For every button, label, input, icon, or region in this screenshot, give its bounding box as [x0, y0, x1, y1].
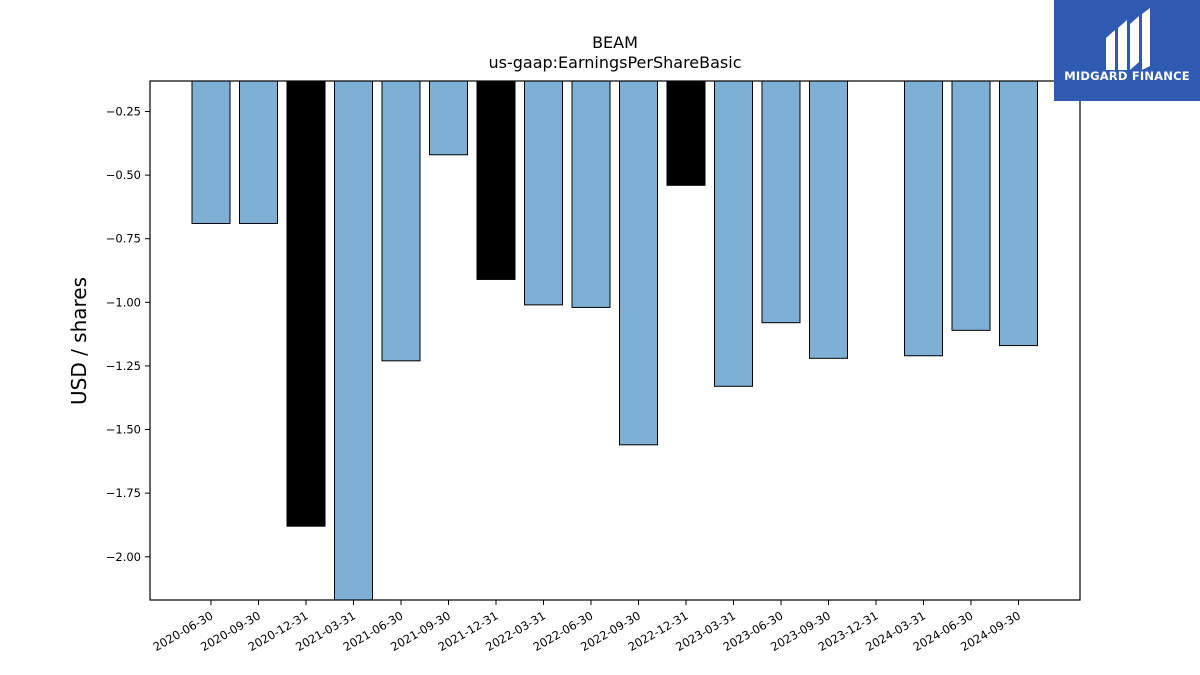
y-tick-label: −0.75	[106, 232, 141, 246]
bar-2021-03-31	[334, 81, 373, 600]
y-tick-label: −1.50	[106, 423, 141, 437]
bar-2022-03-31	[524, 81, 563, 306]
bar-2024-09-30	[999, 81, 1038, 347]
brand-name: MIDGARD FINANCE	[1064, 69, 1190, 83]
bar-2022-12-31	[666, 81, 706, 186]
y-tick-label: −1.25	[106, 359, 141, 373]
bar-2023-03-31	[714, 81, 753, 387]
midgard-logo-icon	[1106, 8, 1150, 70]
bar-2024-03-31	[904, 81, 943, 357]
bar-2023-06-30	[761, 81, 801, 324]
chart-title: BEAM	[592, 33, 638, 52]
bar-2020-06-30	[191, 81, 231, 224]
bar-2022-06-30	[571, 81, 611, 308]
plot-area: 2020-06-302020-09-302020-12-312021-03-31…	[106, 80, 1081, 654]
bar-2022-09-30	[619, 81, 658, 446]
bar-2021-09-30	[429, 81, 468, 156]
y-tick-label: −2.00	[106, 550, 141, 564]
bar-2021-12-31	[476, 81, 516, 280]
y-axis-label: USD / shares	[67, 277, 91, 405]
y-tick-label: −0.50	[106, 168, 141, 182]
y-tick-label: −1.75	[106, 486, 141, 500]
y-tick-label: −1.00	[106, 295, 141, 309]
bar-2020-09-30	[239, 81, 278, 224]
chart-subtitle: us-gaap:EarningsPerShareBasic	[488, 53, 741, 72]
bar-2020-12-31	[286, 81, 326, 527]
bar-2024-06-30	[951, 81, 991, 331]
y-tick-label: −0.25	[106, 105, 141, 119]
plot-frame	[149, 80, 1081, 601]
bar-2023-09-30	[809, 81, 848, 359]
bar-2021-06-30	[381, 81, 421, 362]
midgard-finance-logo: MIDGARD FINANCE	[1054, 0, 1200, 101]
